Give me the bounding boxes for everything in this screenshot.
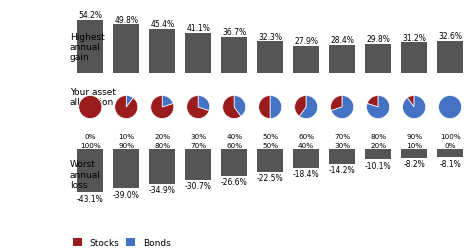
Text: 0%: 0% (84, 133, 96, 139)
Text: 70%: 70% (334, 133, 350, 139)
Wedge shape (331, 96, 354, 119)
Wedge shape (270, 96, 282, 119)
Text: Worst
annual
loss: Worst annual loss (70, 160, 100, 190)
Wedge shape (126, 96, 133, 108)
Text: -14.2%: -14.2% (329, 165, 356, 174)
Bar (257, 42, 283, 73)
Bar (401, 150, 427, 158)
Bar (113, 150, 139, 189)
Text: 60%: 60% (226, 143, 242, 149)
Text: 31.2%: 31.2% (402, 34, 426, 42)
Bar (365, 45, 391, 73)
Text: 20%: 20% (154, 133, 170, 139)
Text: 41.1%: 41.1% (186, 24, 210, 33)
Text: -39.0%: -39.0% (113, 190, 140, 199)
Text: 32.6%: 32.6% (438, 32, 462, 41)
Text: -18.4%: -18.4% (293, 169, 319, 178)
Text: -26.6%: -26.6% (221, 177, 247, 186)
Wedge shape (234, 96, 246, 117)
Text: -10.1%: -10.1% (365, 161, 392, 170)
Text: 30%: 30% (334, 143, 350, 149)
Bar (293, 150, 319, 168)
Text: 10%: 10% (118, 133, 134, 139)
Text: 54.2%: 54.2% (78, 11, 102, 20)
Bar (437, 150, 463, 158)
Text: -43.1%: -43.1% (77, 194, 104, 203)
Wedge shape (366, 96, 390, 119)
Text: 50%: 50% (262, 143, 278, 149)
Wedge shape (295, 96, 306, 117)
Text: 80%: 80% (370, 133, 386, 139)
Text: 80%: 80% (154, 143, 170, 149)
Text: 10%: 10% (406, 143, 422, 149)
Wedge shape (438, 96, 462, 119)
Bar (221, 38, 247, 73)
Bar (293, 46, 319, 73)
Text: 70%: 70% (190, 143, 206, 149)
Bar (185, 150, 211, 180)
Wedge shape (367, 96, 378, 108)
Text: 32.3%: 32.3% (258, 33, 282, 41)
Text: 50%: 50% (262, 133, 278, 139)
Text: 0%: 0% (444, 143, 456, 149)
Text: 40%: 40% (298, 143, 314, 149)
Bar (257, 150, 283, 172)
Wedge shape (331, 96, 342, 111)
Text: Highest
annual
gain: Highest annual gain (70, 33, 105, 62)
Bar (185, 34, 211, 73)
Text: -8.2%: -8.2% (403, 159, 425, 168)
Text: 30%: 30% (190, 133, 206, 139)
Bar (329, 150, 355, 164)
Text: Your asset
allocation: Your asset allocation (70, 88, 116, 107)
Text: 100%: 100% (440, 133, 460, 139)
Wedge shape (259, 96, 270, 119)
Text: 100%: 100% (80, 143, 100, 149)
Text: 20%: 20% (370, 143, 386, 149)
Wedge shape (79, 96, 102, 119)
Wedge shape (151, 96, 174, 119)
Wedge shape (402, 96, 426, 119)
Bar (77, 21, 103, 73)
Wedge shape (300, 96, 318, 119)
Text: 28.4%: 28.4% (330, 36, 354, 45)
Text: -8.1%: -8.1% (439, 159, 461, 168)
Wedge shape (162, 96, 173, 108)
Text: 29.8%: 29.8% (366, 35, 390, 44)
Text: -22.5%: -22.5% (257, 173, 283, 182)
Legend: Stocks, Bonds: Stocks, Bonds (73, 238, 171, 247)
Wedge shape (407, 96, 414, 108)
Wedge shape (198, 96, 210, 111)
Wedge shape (115, 96, 138, 119)
Text: 36.7%: 36.7% (222, 28, 246, 37)
Bar (77, 150, 103, 193)
Bar (149, 29, 175, 73)
Bar (329, 46, 355, 73)
Wedge shape (223, 96, 241, 119)
Text: 60%: 60% (298, 133, 314, 139)
Text: 90%: 90% (118, 143, 134, 149)
Text: 49.8%: 49.8% (114, 15, 138, 24)
Bar (221, 150, 247, 176)
Text: 45.4%: 45.4% (150, 20, 174, 29)
Bar (365, 150, 391, 160)
Text: 27.9%: 27.9% (294, 37, 318, 46)
Bar (149, 150, 175, 184)
Bar (113, 25, 139, 73)
Text: 90%: 90% (406, 133, 422, 139)
Bar (437, 42, 463, 73)
Text: -30.7%: -30.7% (185, 181, 212, 191)
Text: 40%: 40% (226, 133, 242, 139)
Text: -34.9%: -34.9% (149, 186, 176, 195)
Wedge shape (187, 96, 209, 119)
Bar (401, 43, 427, 73)
